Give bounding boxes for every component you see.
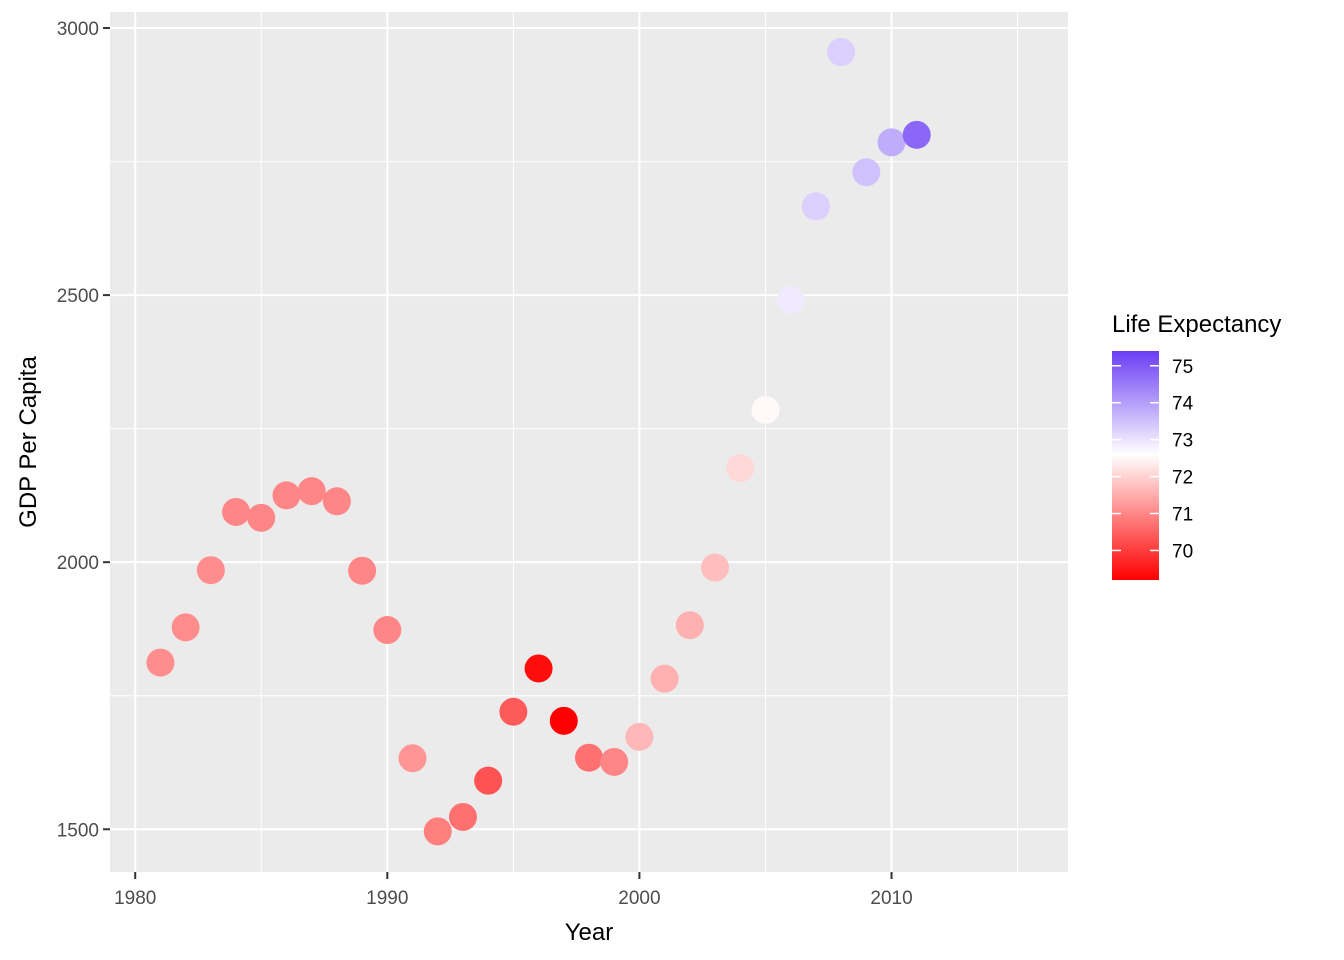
x-tick-label: 1980 <box>114 888 156 909</box>
y-tick-label: 2500 <box>57 286 99 307</box>
data-point <box>348 556 377 585</box>
data-point <box>650 664 679 693</box>
data-point <box>373 616 402 645</box>
data-point <box>877 128 906 157</box>
data-point <box>776 285 805 314</box>
data-point <box>675 611 704 640</box>
legend: Life Expectancy 70 71 72 73 74 75 <box>1112 311 1281 580</box>
y-tick-label: 1500 <box>57 820 99 841</box>
y-tick-label: 2000 <box>57 553 99 574</box>
data-point <box>297 477 326 506</box>
axes: 1980 1990 2000 2010 1500 2000 2500 3000 <box>57 19 913 909</box>
data-point <box>600 747 629 776</box>
y-axis-title: GDP Per Capita <box>15 356 42 528</box>
data-point <box>625 722 654 751</box>
x-tick-label: 2000 <box>618 888 660 909</box>
data-point <box>272 481 301 510</box>
data-point <box>146 648 175 677</box>
data-point <box>801 192 830 221</box>
data-point <box>524 654 553 683</box>
legend-title: Life Expectancy <box>1112 311 1281 338</box>
legend-tick-label: 70 <box>1172 541 1193 562</box>
grid-minor <box>110 12 1068 872</box>
data-point <box>575 743 603 772</box>
data-point <box>247 503 276 532</box>
data-point <box>322 487 351 516</box>
data-point <box>423 817 452 846</box>
data-point <box>726 454 755 483</box>
data-point <box>902 120 931 149</box>
x-axis-title: Year <box>565 919 614 946</box>
x-tick-label: 1990 <box>366 888 408 909</box>
data-point <box>751 395 780 424</box>
legend-tick-label: 74 <box>1172 394 1194 415</box>
data-point <box>448 802 477 831</box>
data-points <box>146 38 931 846</box>
data-point <box>474 766 503 795</box>
legend-tick-label: 71 <box>1172 505 1193 526</box>
x-tick-label: 2010 <box>870 888 912 909</box>
data-point <box>852 158 881 187</box>
data-point <box>171 613 200 642</box>
y-tick-label: 3000 <box>57 19 99 40</box>
data-point <box>499 697 528 726</box>
data-point <box>398 744 427 773</box>
data-point <box>827 38 856 67</box>
legend-tick-label: 72 <box>1172 468 1193 489</box>
plot-panel <box>110 12 1068 872</box>
data-point <box>701 553 730 582</box>
legend-tick-label: 75 <box>1172 357 1193 378</box>
legend-tick-label: 73 <box>1172 431 1193 452</box>
data-point <box>196 556 225 585</box>
legend-colorbar <box>1112 351 1159 580</box>
data-point <box>549 706 578 735</box>
data-point <box>222 497 251 526</box>
